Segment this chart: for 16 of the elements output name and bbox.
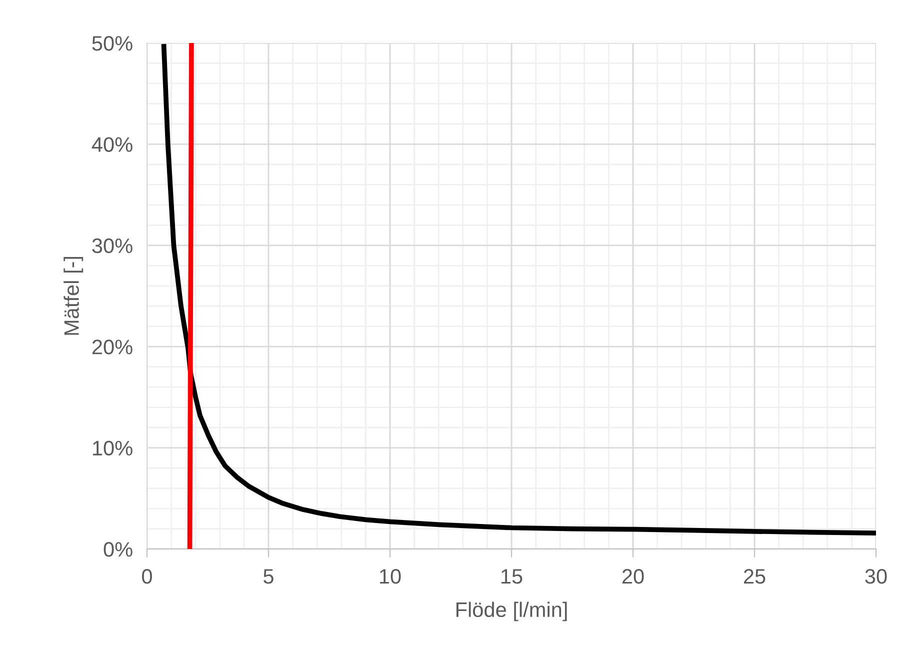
y-tick-label: 50% bbox=[92, 36, 132, 51]
x-tick-label: 10 bbox=[380, 568, 401, 584]
x-axis-title: Flöde [l/min] bbox=[456, 602, 567, 622]
y-tick-label: 40% bbox=[92, 137, 132, 152]
x-tick-label: 5 bbox=[264, 569, 274, 584]
x-tick-label: 20 bbox=[622, 568, 644, 584]
y-tick-label: 30% bbox=[92, 238, 132, 254]
y-tick-label: 20% bbox=[92, 340, 132, 354]
x-tick-label: 15 bbox=[502, 569, 522, 584]
x-tick-label: 0 bbox=[142, 568, 152, 584]
x-tick-label: 25 bbox=[744, 568, 766, 584]
y-tick-label: 10% bbox=[93, 440, 132, 456]
y-axis-title: Mätfel [-] bbox=[64, 256, 84, 335]
x-tick-label: 30 bbox=[865, 568, 887, 584]
line-series bbox=[161, 43, 876, 536]
y-tick-label: 0% bbox=[104, 542, 132, 557]
